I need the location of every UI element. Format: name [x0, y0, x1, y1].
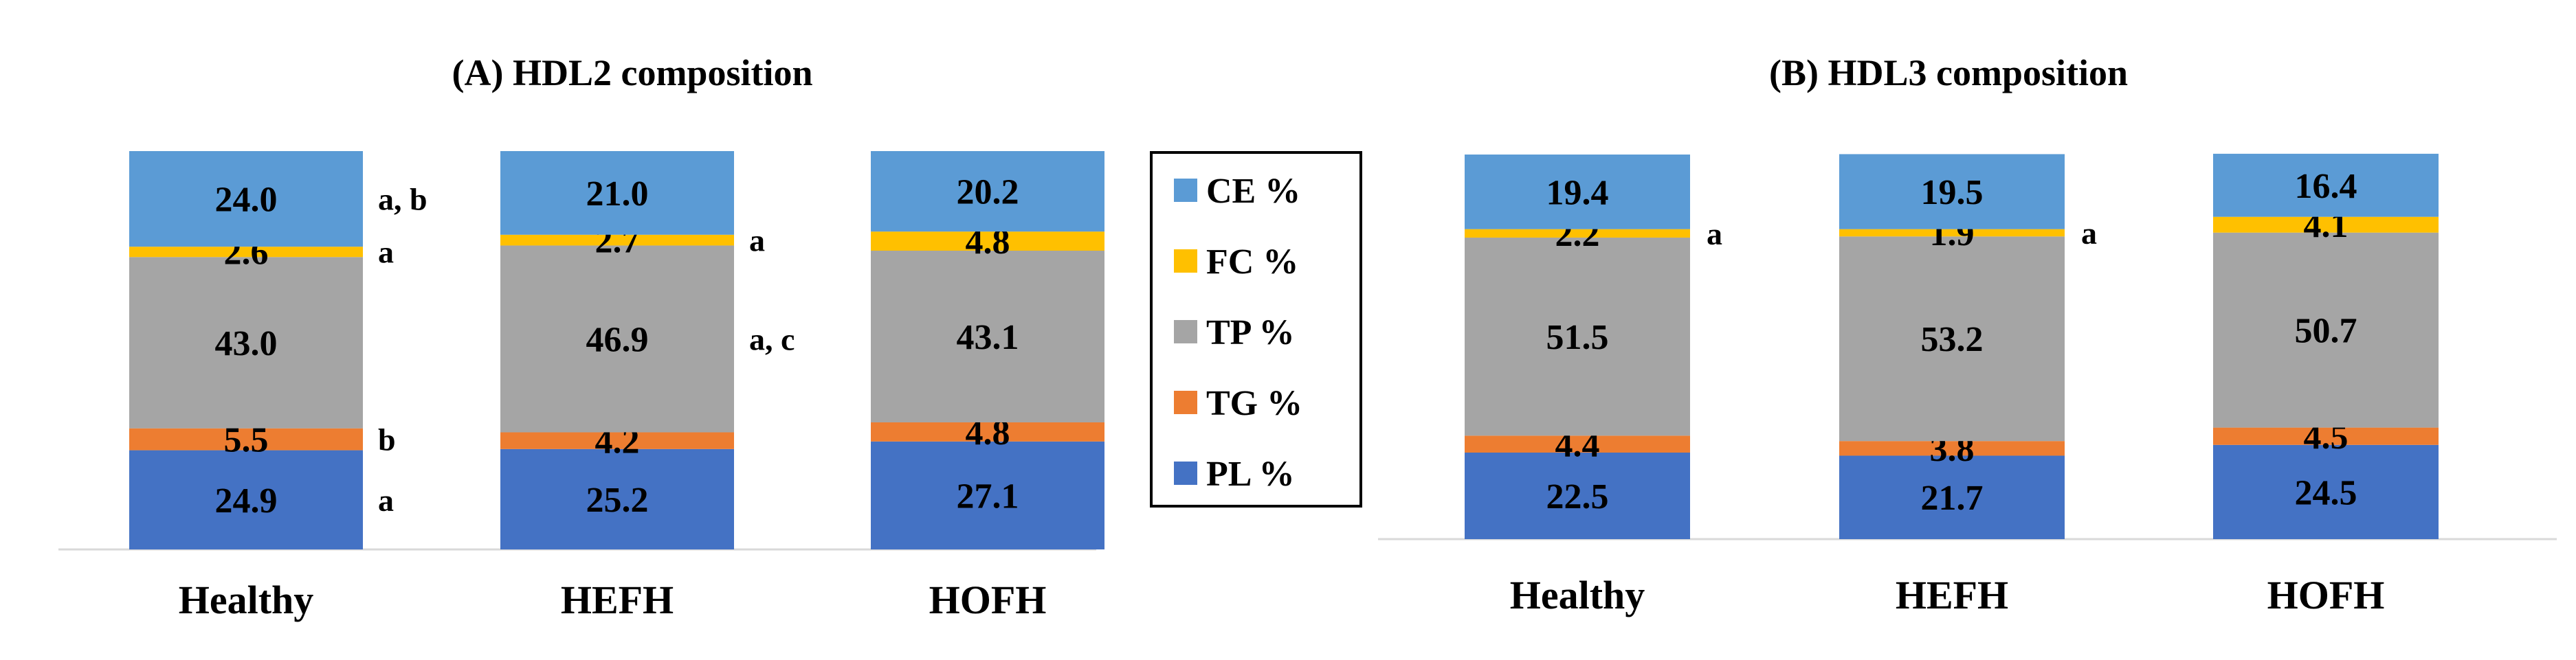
- chart-b-label-tp-hefh: 53.2: [1921, 320, 1984, 359]
- chart-b-bar-fc-healthy: [1465, 229, 1690, 238]
- legend-swatch-tg: [1174, 391, 1197, 414]
- chart-b-label-pl-healthy: 22.5: [1546, 477, 1609, 516]
- chart-b-bar-pl-healthy: [1465, 453, 1690, 539]
- chart-b-bar-pl-hefh: [1839, 455, 2065, 539]
- chart-b-label-pl-hofh: 24.5: [2295, 473, 2357, 512]
- chart-a-significance-tg-healthy: b: [378, 422, 396, 457]
- legend-label-tp: TP %: [1206, 313, 1295, 352]
- chart-a-bar-tp-hofh: [871, 251, 1104, 422]
- chart-b-bar-ce-hefh: [1839, 154, 2065, 229]
- chart-a-category-hefh: HEFH: [561, 578, 674, 622]
- chart-a-bar-tg-healthy: [129, 428, 363, 451]
- chart-a-bar-tg-hefh: [500, 432, 734, 449]
- chart-a-bar-fc-healthy: [129, 247, 363, 258]
- chart-a-significance-ce-healthy: a, b: [378, 182, 428, 217]
- legend-label-pl: PL %: [1206, 455, 1295, 494]
- chart-a-bar-ce-hofh: [871, 151, 1104, 232]
- chart-b-bar-fc-hofh: [2213, 216, 2439, 233]
- chart-b-significance-fc-healthy: a: [1707, 216, 1722, 251]
- chart-b-label-ce-hefh: 19.5: [1921, 173, 1984, 212]
- legend-swatch-pl: [1174, 462, 1197, 485]
- chart-a-bar-ce-hefh: [500, 151, 734, 235]
- chart-b-label-ce-hofh: 16.4: [2295, 167, 2357, 206]
- chart-b-bar-fc-hefh: [1839, 229, 2065, 237]
- chart-b-significance-fc-hefh: a: [2081, 216, 2097, 251]
- chart-a-bar-tg-hofh: [871, 422, 1104, 442]
- chart-b-bar-tg-healthy: [1465, 435, 1690, 453]
- chart-a-label-ce-hefh: 21.0: [586, 174, 649, 214]
- chart-a-significance-fc-hefh: a: [749, 223, 765, 258]
- chart-a-bar-pl-healthy: [129, 450, 363, 549]
- chart-b-category-healthy: Healthy: [1510, 573, 1645, 617]
- chart-a-significance-tp-hefh: a, c: [749, 321, 795, 356]
- chart-b-bar-tp-healthy: [1465, 237, 1690, 436]
- chart-b-title: (B) HDL3 composition: [1769, 52, 2128, 93]
- legend: CE % FC % TP % TG % PL %: [1150, 151, 1362, 508]
- legend-swatch-ce: [1174, 179, 1197, 202]
- chart-a-label-tp-hofh: 43.1: [957, 318, 1019, 357]
- chart-a-category-healthy: Healthy: [179, 578, 314, 622]
- legend-label-ce: CE %: [1206, 172, 1300, 211]
- chart-b-category-hofh: HOFH: [2267, 573, 2385, 617]
- chart-b-bar-tg-hofh: [2213, 427, 2439, 445]
- chart-a-bar-tp-healthy: [129, 257, 363, 429]
- chart-a-bar-pl-hefh: [500, 448, 734, 549]
- chart-b-label-tp-healthy: 51.5: [1546, 318, 1609, 357]
- legend-swatch-tp: [1174, 320, 1197, 343]
- legend-swatch-fc: [1174, 249, 1197, 273]
- chart-b-label-ce-healthy: 19.4: [1546, 173, 1609, 212]
- chart-a-significance-fc-healthy: a: [378, 235, 394, 270]
- chart-a-bar-pl-hofh: [871, 441, 1104, 549]
- chart-a-label-ce-hofh: 20.2: [957, 173, 1019, 212]
- legend-label-tg: TG %: [1206, 384, 1302, 423]
- chart-a-bar-ce-healthy: [129, 151, 363, 247]
- chart-b-bar-ce-healthy: [1465, 155, 1690, 229]
- chart-b-bar-tp-hefh: [1839, 236, 2065, 442]
- chart-b-label-tp-hofh: 50.7: [2295, 312, 2357, 351]
- chart-a-category-hofh: HOFH: [929, 578, 1047, 622]
- legend-label-fc: FC %: [1206, 242, 1298, 282]
- chart-a-bar-tp-hefh: [500, 245, 734, 433]
- chart-b-bar-tg-hefh: [1839, 441, 2065, 456]
- chart-a-label-pl-healthy: 24.9: [215, 481, 278, 521]
- chart-b-category-hefh: HEFH: [1896, 573, 2008, 617]
- chart-a-label-pl-hefh: 25.2: [586, 481, 649, 520]
- chart-b: 22.54.451.52.219.4Healthya21.73.853.21.9…: [1465, 153, 2439, 617]
- chart-b-bar-tp-hofh: [2213, 232, 2439, 428]
- chart-a-label-tp-hefh: 46.9: [586, 320, 649, 359]
- chart-b-label-pl-hefh: 21.7: [1921, 479, 1984, 518]
- chart-b-bar-pl-hofh: [2213, 444, 2439, 539]
- chart-a-bar-fc-hofh: [871, 231, 1104, 251]
- chart-b-bar-ce-hofh: [2213, 153, 2439, 217]
- chart-a-title: (A) HDL2 composition: [452, 52, 813, 93]
- chart-a-label-ce-healthy: 24.0: [215, 181, 278, 220]
- chart-a-bar-fc-hefh: [500, 234, 734, 246]
- chart-a-label-tp-healthy: 43.0: [215, 324, 278, 363]
- chart-a-label-pl-hofh: 27.1: [957, 477, 1019, 516]
- chart-a-significance-pl-healthy: a: [378, 483, 394, 518]
